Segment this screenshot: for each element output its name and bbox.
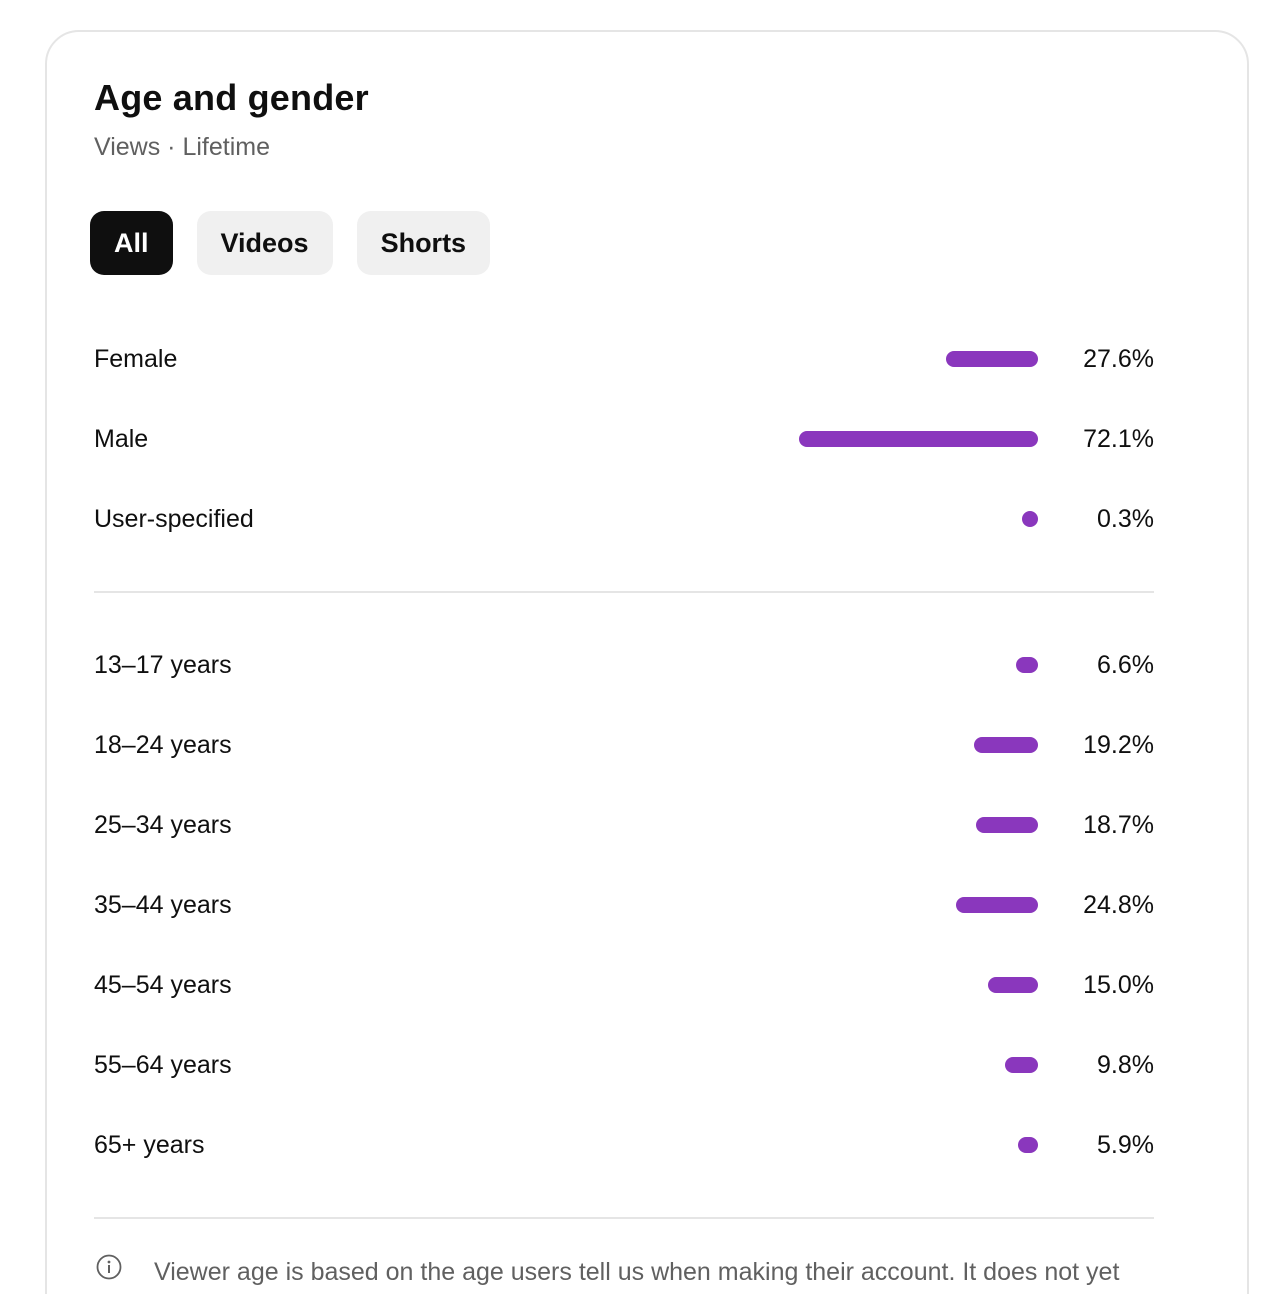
row-value: 27.6% [1083,345,1154,373]
row-label: Female [94,345,178,373]
card-subtitle: Views · Lifetime [94,133,270,161]
row-value: 5.9% [1097,1131,1154,1159]
card-title: Age and gender [94,77,369,118]
age-row-13-17: 13–17 years 6.6% [94,645,1154,685]
row-value: 19.2% [1083,731,1154,759]
percent-bar [798,431,1038,447]
percent-bar [946,351,1038,367]
row-label: 25–34 years [94,811,232,839]
row-label: 35–44 years [94,891,232,919]
filter-chips: All Videos Shorts [90,211,491,275]
percent-bar [1016,657,1038,673]
row-value: 72.1% [1083,425,1154,453]
age-row-25-34: 25–34 years 18.7% [94,805,1154,845]
age-row-65-plus: 65+ years 5.9% [94,1125,1154,1165]
age-row-18-24: 18–24 years 19.2% [94,725,1154,765]
gender-row-user-specified: User-specified 0.3% [94,499,1154,539]
row-value: 24.8% [1083,891,1154,919]
info-icon[interactable] [96,1254,122,1280]
row-label: User-specified [94,505,254,533]
gender-row-female: Female 27.6% [94,339,1154,379]
row-label: Male [94,425,149,453]
filter-chip-all[interactable]: All [90,211,173,275]
filter-chip-shorts[interactable]: Shorts [356,211,491,275]
age-row-45-54: 45–54 years 15.0% [94,965,1154,1005]
row-label: 13–17 years [94,651,232,679]
percent-bar [1022,511,1038,527]
percent-bar [988,977,1038,993]
gender-row-male: Male 72.1% [94,419,1154,459]
section-divider [94,591,1154,593]
row-value: 0.3% [1097,505,1154,533]
row-label: 45–54 years [94,971,232,999]
percent-bar [1005,1057,1038,1073]
footnote-divider [94,1217,1154,1219]
row-label: 18–24 years [94,731,232,759]
age-row-55-64: 55–64 years 9.8% [94,1045,1154,1085]
row-value: 6.6% [1097,651,1154,679]
row-value: 9.8% [1097,1051,1154,1079]
percent-bar [955,897,1038,913]
percent-bar [974,737,1038,753]
row-label: 55–64 years [94,1051,232,1079]
footnote: Viewer age is based on the age users tel… [94,1250,1154,1294]
row-value: 18.7% [1083,811,1154,839]
percent-bar [975,817,1038,833]
age-row-35-44: 35–44 years 24.8% [94,885,1154,925]
filter-chip-videos[interactable]: Videos [196,211,333,275]
percent-bar [1018,1137,1038,1153]
row-label: 65+ years [94,1131,205,1159]
footnote-text: Viewer age is based on the age users tel… [154,1258,1120,1286]
row-value: 15.0% [1083,971,1154,999]
